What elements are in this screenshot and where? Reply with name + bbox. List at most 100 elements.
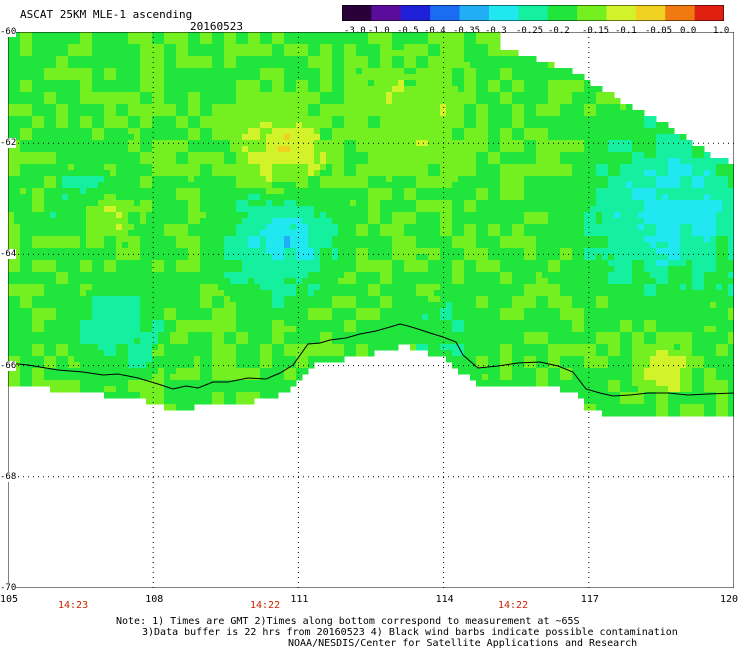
field-cell	[482, 338, 489, 345]
field-cell	[8, 236, 15, 243]
field-cell	[452, 350, 459, 357]
field-cell	[80, 50, 87, 57]
field-cell	[296, 332, 303, 339]
field-cell	[140, 68, 147, 75]
field-cell	[98, 170, 105, 177]
field-cell	[488, 134, 495, 141]
field-cell	[140, 260, 147, 267]
field-cell	[464, 266, 471, 273]
field-cell	[182, 104, 189, 111]
field-cell	[230, 278, 237, 285]
field-cell	[242, 62, 249, 69]
field-cell	[434, 296, 441, 303]
field-cell	[410, 200, 417, 207]
field-cell	[188, 254, 195, 261]
field-cell	[290, 350, 297, 357]
field-cell	[38, 332, 45, 339]
field-cell	[488, 188, 495, 195]
field-cell	[488, 50, 495, 57]
field-cell	[362, 200, 369, 207]
field-cell	[248, 182, 255, 189]
field-cell	[446, 188, 453, 195]
field-cell	[350, 122, 357, 129]
field-cell	[44, 278, 51, 285]
field-cell	[302, 74, 309, 81]
field-cell	[374, 56, 381, 63]
field-cell	[32, 242, 39, 249]
field-cell	[176, 164, 183, 171]
field-cell	[512, 50, 519, 57]
field-cell	[38, 320, 45, 327]
field-cell	[350, 272, 357, 279]
field-cell	[104, 248, 111, 255]
field-cell	[362, 332, 369, 339]
field-cell	[86, 356, 93, 363]
field-cell	[488, 146, 495, 153]
field-cell	[476, 314, 483, 321]
field-cell	[326, 248, 333, 255]
field-cell	[146, 278, 153, 285]
field-cell	[14, 182, 21, 189]
field-cell	[110, 272, 117, 279]
field-cell	[182, 218, 189, 225]
field-cell	[170, 80, 177, 87]
field-cell	[98, 158, 105, 165]
field-cell	[302, 230, 309, 237]
field-cell	[74, 272, 81, 279]
field-cell	[50, 56, 57, 63]
field-cell	[194, 386, 201, 393]
field-cell	[212, 104, 219, 111]
field-cell	[32, 134, 39, 141]
field-cell	[44, 314, 51, 321]
field-cell	[170, 230, 177, 237]
field-cell	[110, 302, 117, 309]
field-cell	[488, 44, 495, 51]
field-cell	[170, 62, 177, 69]
field-cell	[128, 86, 135, 93]
field-cell	[74, 68, 81, 75]
field-cell	[386, 110, 393, 117]
field-cell	[308, 50, 315, 57]
field-cell	[80, 122, 87, 129]
field-cell	[344, 212, 351, 219]
field-cell	[224, 314, 231, 321]
field-cell	[350, 80, 357, 87]
field-cell	[428, 212, 435, 219]
field-cell	[128, 116, 135, 123]
field-cell	[86, 224, 93, 231]
field-cell	[140, 242, 147, 249]
field-cell	[440, 128, 447, 135]
field-cell	[452, 254, 459, 261]
map-plot	[8, 32, 734, 588]
field-cell	[224, 146, 231, 153]
field-cell	[386, 68, 393, 75]
field-cell	[464, 134, 471, 141]
field-cell	[92, 362, 99, 369]
field-cell	[296, 62, 303, 69]
field-cell	[398, 302, 405, 309]
field-cell	[416, 74, 423, 81]
field-cell	[224, 170, 231, 177]
field-cell	[458, 182, 465, 189]
field-cell	[392, 38, 399, 45]
field-cell	[434, 308, 441, 315]
field-cell	[134, 326, 141, 333]
field-cell	[146, 68, 153, 75]
field-cell	[500, 200, 507, 207]
field-cell	[434, 248, 441, 255]
field-cell	[8, 320, 15, 327]
field-cell	[374, 308, 381, 315]
field-cell	[308, 260, 315, 267]
field-cell	[38, 248, 45, 255]
field-cell	[212, 68, 219, 75]
field-cell	[482, 158, 489, 165]
field-cell	[248, 314, 255, 321]
field-cell	[68, 182, 75, 189]
field-cell	[164, 326, 171, 333]
field-cell	[500, 116, 507, 123]
field-cell	[260, 44, 267, 51]
field-cell	[182, 242, 189, 249]
field-cell	[260, 296, 267, 303]
field-cell	[176, 80, 183, 87]
field-cell	[170, 308, 177, 315]
